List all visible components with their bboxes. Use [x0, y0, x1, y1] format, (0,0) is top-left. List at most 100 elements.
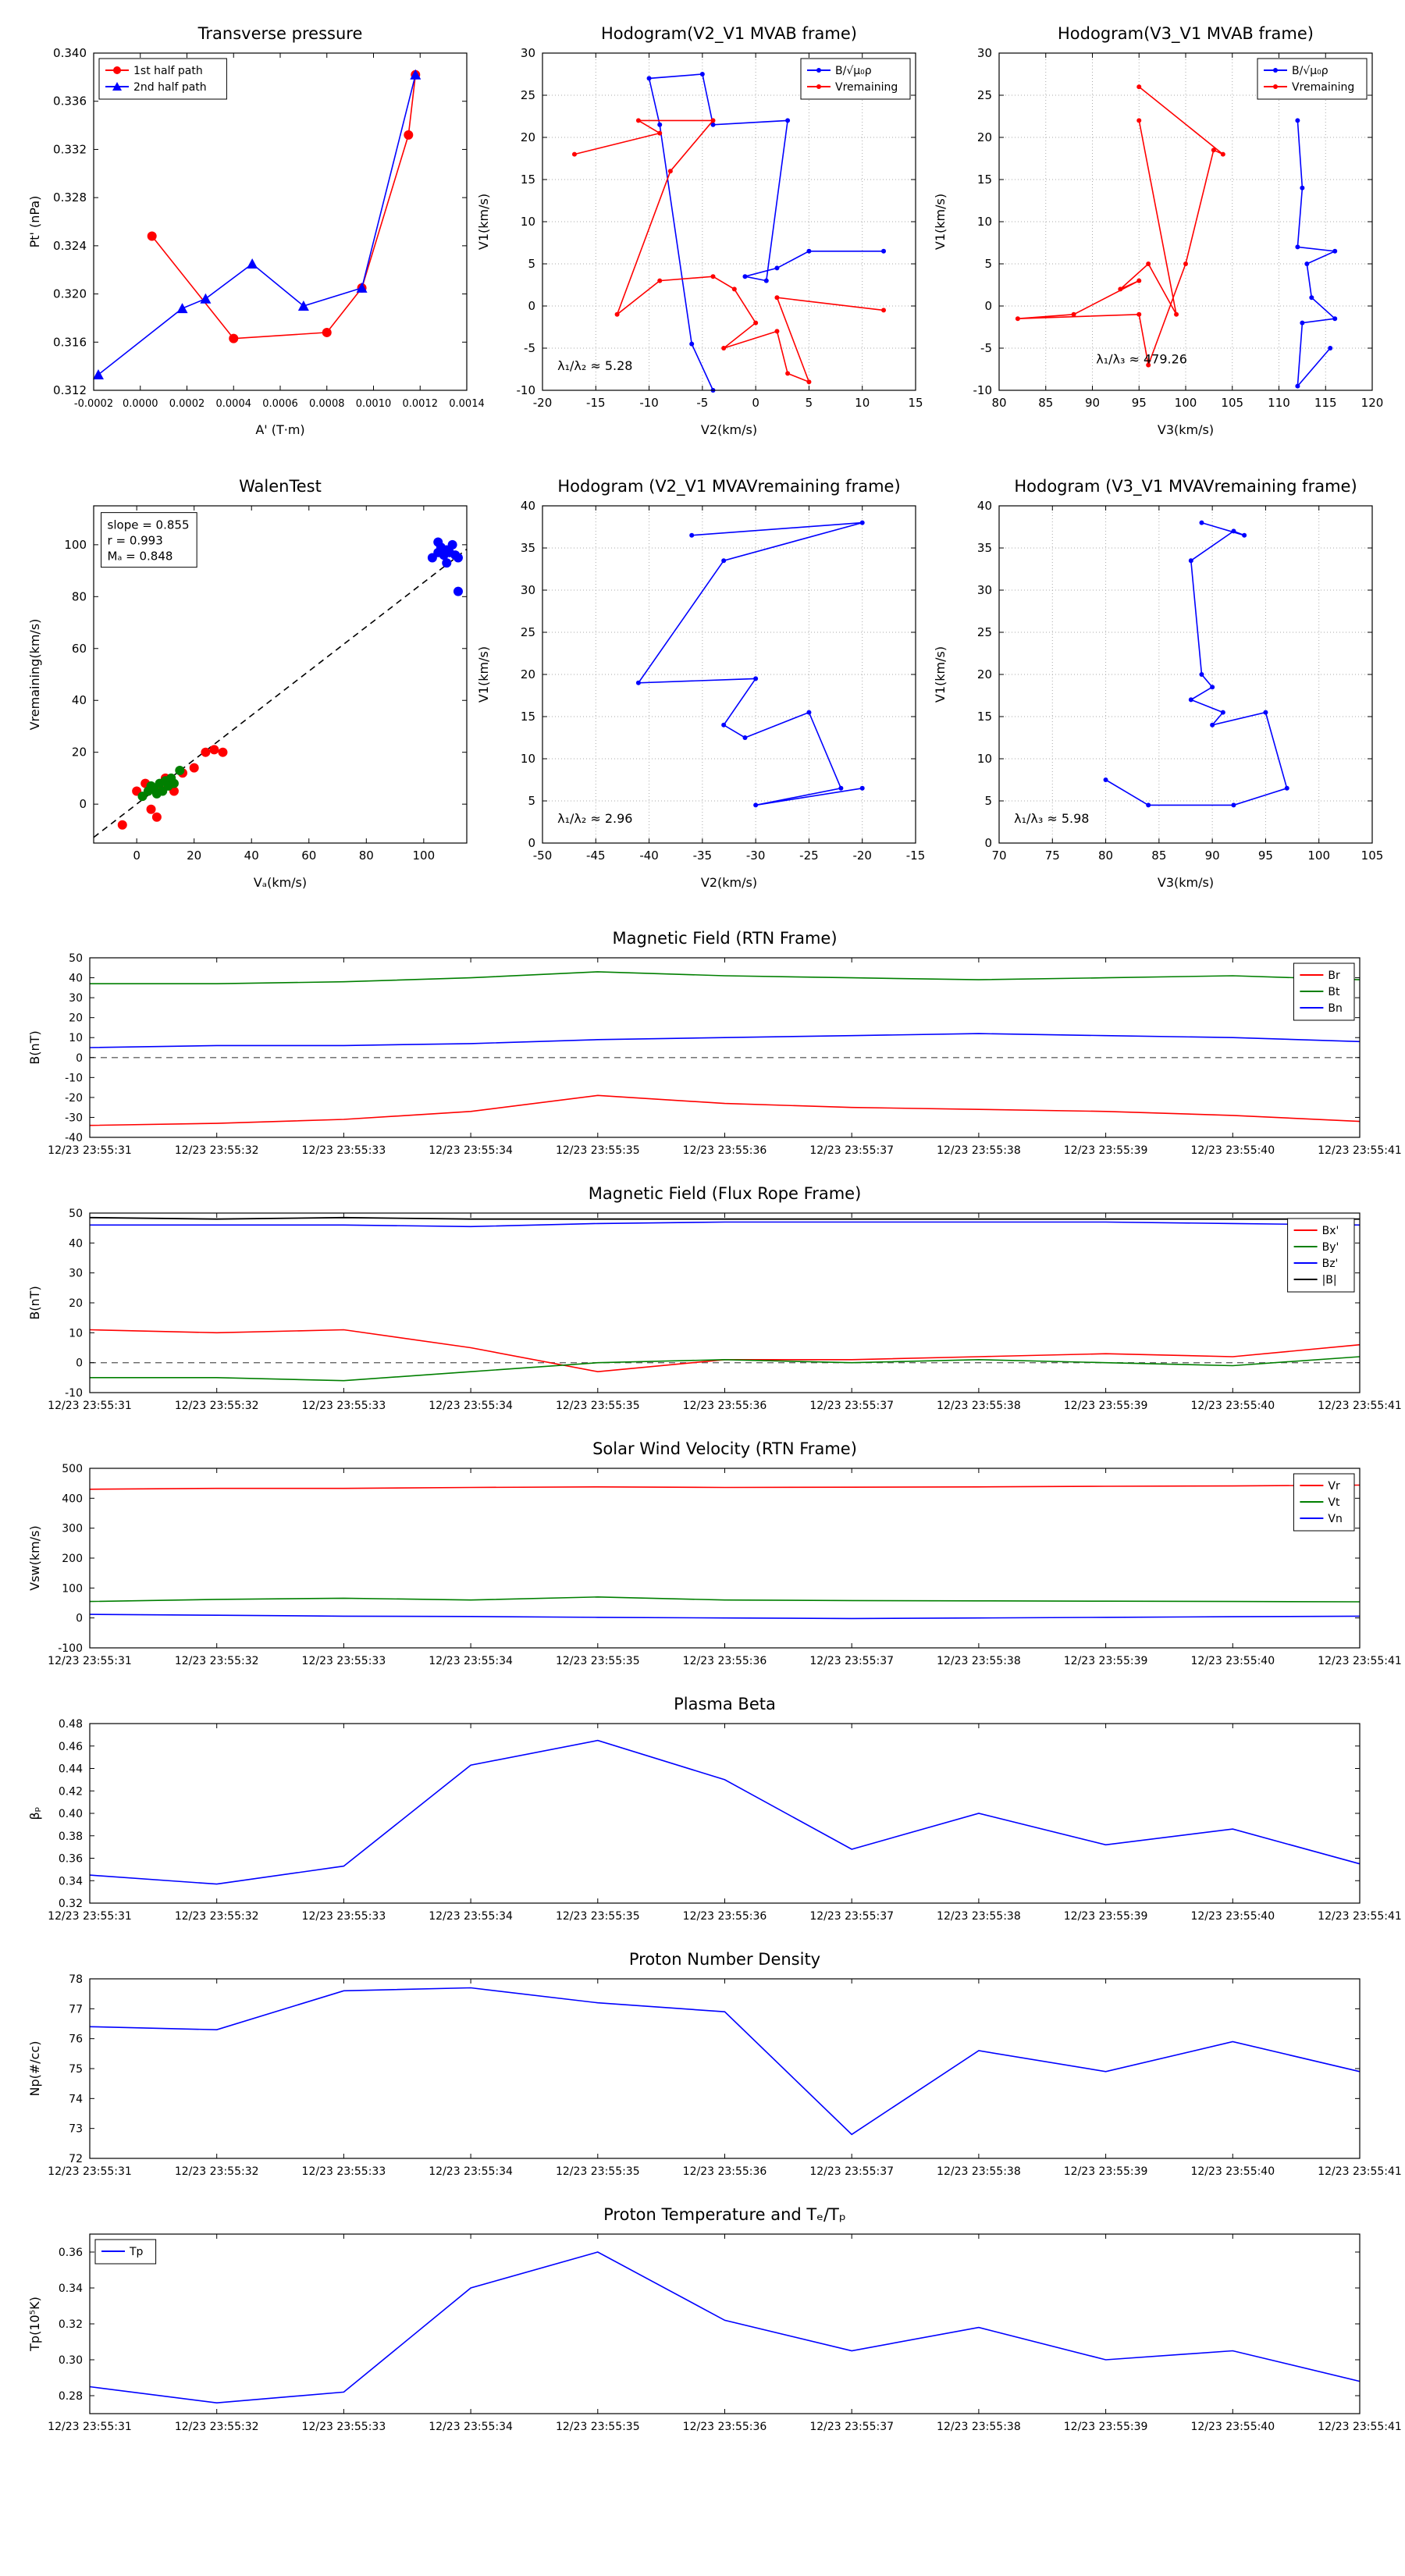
- chart-title: Proton Number Density: [629, 1950, 820, 1969]
- y-tick-label: 5: [984, 794, 992, 808]
- x-tick-label: 12/23 23:55:31: [48, 1144, 132, 1157]
- y-tick-label: 0.34: [59, 1875, 83, 1888]
- y-tick-label: 10: [977, 215, 992, 229]
- x-tick-label: 12/23 23:55:39: [1064, 1655, 1148, 1667]
- y-tick-label: 10: [977, 752, 992, 766]
- y-tick-label: 0: [76, 1613, 83, 1625]
- y-tick-label: 30: [521, 583, 535, 597]
- x-tick-label: -10: [639, 396, 659, 410]
- chart-hodogram-v3v1-mvab: 80 85 90 95 100 105 110 115 120 -10 -5 0 5 10 15 20 25 30…: [933, 24, 1384, 437]
- series-By': [90, 1356, 1361, 1382]
- x-tick-label: 12/23 23:55:33: [302, 2165, 386, 2178]
- y-tick-label: 25: [977, 625, 992, 639]
- y-tick-label: -10: [65, 1072, 83, 1084]
- x-tick-label: -45: [586, 849, 606, 863]
- x-tick-label: 12/23 23:55:37: [809, 1144, 894, 1157]
- x-tick-label: 12/23 23:55:41: [1318, 1655, 1402, 1667]
- x-tick-label: 10: [855, 396, 870, 410]
- series-beta: [89, 1739, 1361, 1885]
- x-tick-label: 12/23 23:55:40: [1190, 1910, 1275, 1923]
- x-axis-label: V3(km/s): [1158, 875, 1214, 890]
- x-tick-label: 12/23 23:55:38: [937, 1400, 1021, 1412]
- x-tick-label: 12/23 23:55:40: [1190, 1144, 1275, 1157]
- y-tick-label: -10: [517, 383, 536, 397]
- y-axis-label: V1(km/s): [933, 194, 948, 250]
- annotation: λ₁/λ₂ ≈ 2.96: [557, 811, 632, 826]
- x-tick-label: 120: [1361, 396, 1384, 410]
- y-tick-label: 0: [76, 1357, 83, 1370]
- x-tick-label: 12/23 23:55:39: [1064, 2421, 1148, 2433]
- x-tick-label: 12/23 23:55:31: [48, 1655, 132, 1667]
- y-tick-label: -5: [524, 341, 535, 355]
- chart-title: Hodogram (V2_V1 MVAVremaining frame): [557, 477, 900, 496]
- x-tick-label: -25: [799, 849, 819, 863]
- chart-title: Plasma Beta: [674, 1695, 776, 1713]
- x-tick-label: 12/23 23:55:35: [556, 1400, 640, 1412]
- legend: B/√μ₀ρ Vremaining: [1257, 58, 1368, 100]
- annotation: λ₁/λ₃ ≈ 5.98: [1014, 811, 1089, 826]
- x-tick-label: 12/23 23:55:37: [809, 1655, 894, 1667]
- x-tick-label: 12/23 23:55:35: [556, 2165, 640, 2178]
- y-tick-label: 35: [977, 541, 992, 555]
- y-tick-label: 15: [521, 710, 535, 724]
- x-tick-label: 12/23 23:55:39: [1064, 1910, 1148, 1923]
- y-tick-label: 72: [69, 2153, 83, 2165]
- x-tick-label: 12/23 23:55:32: [175, 2165, 259, 2178]
- x-tick-label: 60: [301, 849, 316, 863]
- x-tick-label: 0.0002: [169, 398, 205, 410]
- x-tick-label: -40: [639, 849, 659, 863]
- series-Br: [89, 1094, 1361, 1126]
- legend-label: Bn: [1328, 1002, 1342, 1015]
- series-Bz': [90, 1221, 1361, 1228]
- y-axis-label: V1(km/s): [933, 646, 948, 703]
- x-tick-label: 70: [991, 849, 1006, 863]
- x-tick-label: 0.0000: [123, 398, 158, 410]
- x-tick-label: 12/23 23:55:31: [48, 1400, 132, 1412]
- y-tick-label: -5: [980, 341, 992, 355]
- x-tick-label: 12/23 23:55:32: [175, 1910, 259, 1923]
- x-tick-label: 12/23 23:55:36: [683, 1144, 767, 1157]
- svg-text:λ₁/λ₂ ≈ 5.28: λ₁/λ₂ ≈ 5.28: [557, 358, 632, 373]
- x-tick-label: 12/23 23:55:37: [809, 1400, 894, 1412]
- series-V3_V1: [1103, 520, 1289, 808]
- chart-magnetic-field-flux-rope: 12/23 23:55:31 12/23 23:55:32 12/23 23:55:…: [27, 1184, 1402, 1412]
- y-tick-label: 73: [69, 2123, 83, 2136]
- y-tick-label: 20: [521, 667, 535, 681]
- annotation: λ₁/λ₃ ≈ 479.26: [1096, 351, 1187, 366]
- x-tick-label: 12/23 23:55:41: [1318, 1910, 1402, 1923]
- x-tick-label: 80: [1098, 849, 1113, 863]
- y-tick-label: 0.34: [59, 2282, 83, 2295]
- y-tick-label: 20: [521, 130, 535, 144]
- y-tick-label: 74: [69, 2093, 83, 2105]
- y-tick-label: 0.44: [59, 1763, 83, 1776]
- x-tick-label: 0.0012: [403, 398, 439, 410]
- x-tick-label: 20: [187, 849, 201, 863]
- y-axis-label: Vremaining(km/s): [27, 619, 42, 731]
- legend-label: B/√μ₀ρ: [1292, 65, 1329, 77]
- chart-title: Hodogram(V2_V1 MVAB frame): [601, 24, 857, 44]
- x-tick-label: -0.0002: [74, 398, 113, 410]
- x-tick-label: 12/23 23:55:36: [683, 1400, 767, 1412]
- x-tick-label: 0: [752, 396, 759, 410]
- x-tick-label: 100: [413, 849, 436, 863]
- y-axis-label: B(nT): [27, 1286, 42, 1319]
- chart-solar-wind-velocity: 12/23 23:55:31 12/23 23:55:32 12/23 23:55:…: [27, 1439, 1402, 1667]
- y-tick-label: 20: [72, 745, 87, 760]
- legend: Vr Vt Vn: [1293, 1473, 1355, 1532]
- x-tick-label: 12/23 23:55:34: [429, 1910, 513, 1923]
- chart-title: Proton Temperature and Tₑ/Tₚ: [603, 2205, 846, 2224]
- y-tick-label: 0: [528, 299, 535, 313]
- y-tick-label: 10: [69, 1327, 83, 1340]
- y-tick-label: 30: [977, 583, 992, 597]
- y-tick-label: 25: [521, 88, 535, 102]
- y-tick-label: 15: [977, 173, 992, 187]
- legend-label: Vremaining: [1292, 81, 1354, 94]
- x-tick-label: 100: [1175, 396, 1197, 410]
- chart-walen-test: 0 20 40 60 80 100 0 20 40 60 80 100 WalenTest Vₐ(km/s…: [27, 477, 468, 890]
- x-tick-label: 12/23 23:55:40: [1190, 2421, 1275, 2433]
- y-tick-label: 0: [76, 1052, 83, 1065]
- legend: B/√μ₀ρ Vremaining: [800, 58, 911, 100]
- x-tick-label: 85: [1038, 396, 1053, 410]
- legend: Bx' By' Bz' |B|: [1287, 1218, 1355, 1293]
